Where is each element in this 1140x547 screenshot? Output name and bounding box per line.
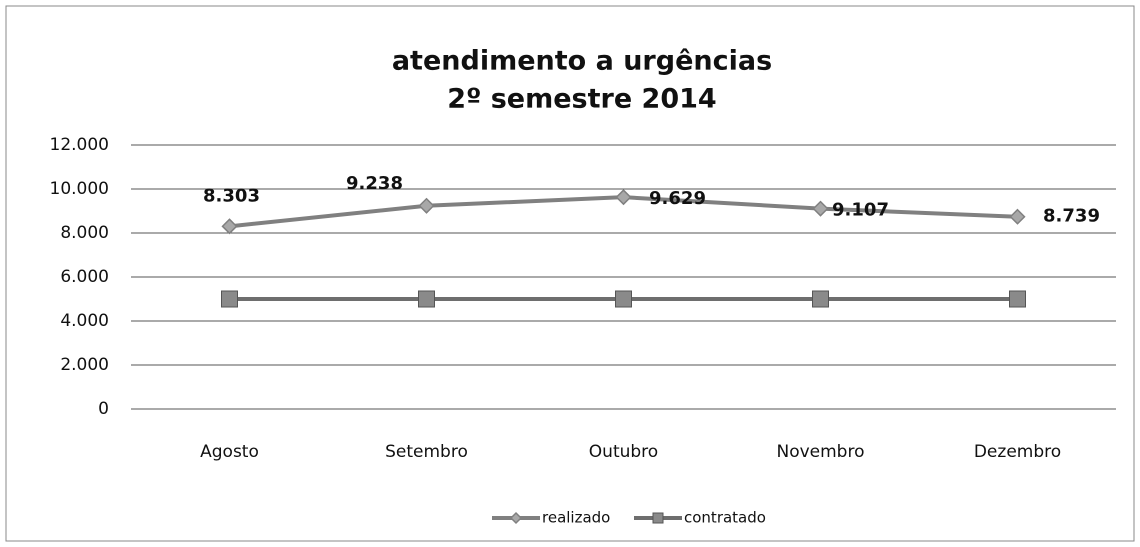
x-tick-label: Agosto	[200, 442, 259, 462]
chart-title: atendimento a urgências	[392, 46, 772, 77]
point	[418, 290, 435, 308]
legend-label: realizado	[542, 509, 610, 527]
data-label: 8.303	[203, 185, 260, 206]
y-tick-label: 6.000	[60, 267, 109, 287]
y-tick-label: 10.000	[50, 179, 109, 199]
chart-subtitle: 2º semestre 2014	[447, 84, 716, 115]
data-label: 8.739	[1043, 206, 1100, 227]
data-label: 9.629	[649, 188, 706, 209]
y-tick-label: 4.000	[60, 311, 109, 331]
y-tick-label: 8.000	[60, 223, 109, 243]
point	[812, 200, 829, 217]
point	[615, 290, 632, 308]
legend-label: contratado	[684, 509, 766, 527]
x-tick-label: Setembro	[385, 442, 468, 462]
legend-marker	[652, 512, 664, 524]
y-tick-label: 12.000	[50, 135, 109, 155]
x-tick-label: Novembro	[776, 442, 864, 462]
legend-marker	[509, 511, 523, 525]
chart-frame	[5, 5, 1135, 542]
point	[221, 290, 238, 308]
x-tick-label: Dezembro	[974, 442, 1061, 462]
y-tick-label: 0	[98, 399, 109, 419]
data-label: 9.238	[346, 173, 403, 194]
data-label: 9.107	[832, 200, 889, 221]
point	[1009, 290, 1026, 308]
x-tick-label: Outubro	[589, 442, 658, 462]
point	[615, 189, 632, 206]
point	[812, 290, 829, 308]
point	[418, 197, 435, 214]
y-tick-label: 2.000	[60, 355, 109, 375]
point	[1009, 208, 1026, 225]
point	[221, 218, 238, 235]
